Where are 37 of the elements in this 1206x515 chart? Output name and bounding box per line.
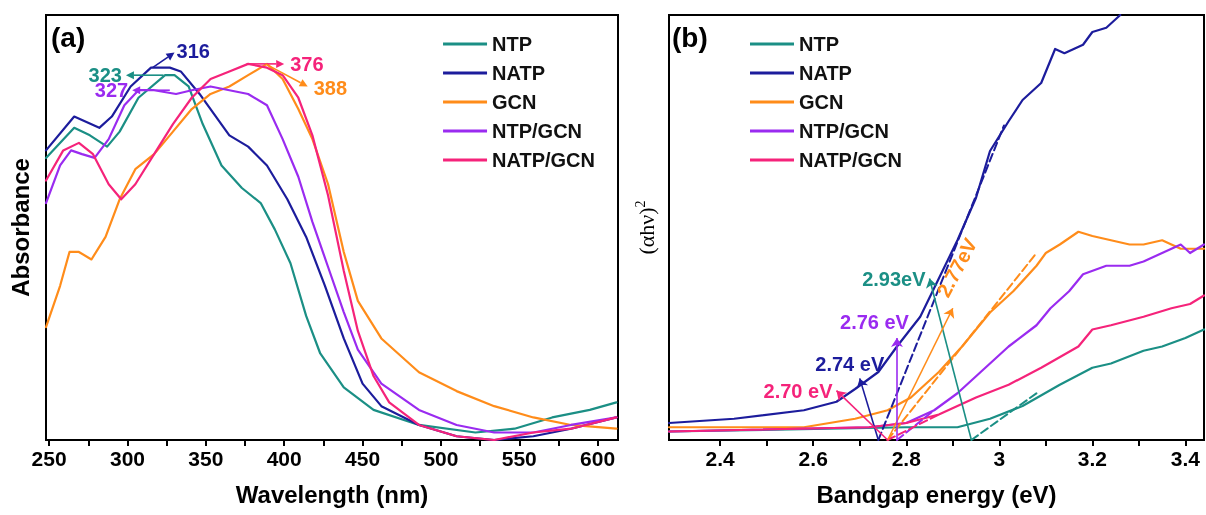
legend-label: GCN — [492, 91, 537, 113]
x-axis-title: Bandgap energy (eV) — [816, 480, 1057, 508]
x-tick-label: 550 — [501, 447, 537, 470]
x-tick-label: 2.4 — [705, 447, 736, 470]
legend-label: GCN — [799, 91, 844, 113]
chart-title: (a) — [51, 21, 86, 53]
y-axis-title: Absorbance — [6, 158, 34, 297]
legend-label: NTP/GCN — [799, 120, 889, 142]
x-tick-label: 500 — [423, 447, 459, 470]
x-tick-label: 450 — [345, 447, 381, 470]
x-tick-label: 3.4 — [1170, 447, 1201, 470]
legend-label: NTP — [799, 33, 839, 55]
x-tick-label: 3.2 — [1077, 447, 1107, 470]
x-tick-label: 300 — [109, 447, 146, 470]
y-axis-title: (αhν)2 — [632, 200, 659, 255]
legend-label: NTP/GCN — [492, 120, 583, 142]
legend-label: NTP — [492, 33, 533, 55]
x-tick-label: 250 — [31, 447, 67, 470]
annotation: 2.74 eV — [815, 353, 885, 376]
x-tick-label: 2.8 — [891, 447, 922, 470]
x-tick-label: 3 — [993, 447, 1006, 470]
x-axis-title: Wavelength (nm) — [235, 480, 429, 508]
annotation: 2.93eV — [862, 267, 927, 290]
x-tick-label: 400 — [266, 447, 302, 470]
chart-title: (b) — [672, 21, 708, 53]
annotation: 316 — [176, 39, 210, 62]
legend-label: NATP/GCN — [492, 149, 596, 171]
legend-label: NATP/GCN — [799, 149, 902, 171]
legend-label: NATP — [799, 62, 852, 84]
x-tick-label: 350 — [188, 447, 224, 470]
annotation: 2.76 eV — [840, 311, 910, 333]
annotation: 376 — [290, 52, 324, 75]
legend-label: NATP — [492, 62, 546, 84]
annotation: 2.70 eV — [763, 379, 834, 402]
x-tick-label: 600 — [580, 447, 616, 470]
x-tick-label: 2.6 — [798, 447, 828, 470]
annotation: 388 — [313, 77, 348, 100]
